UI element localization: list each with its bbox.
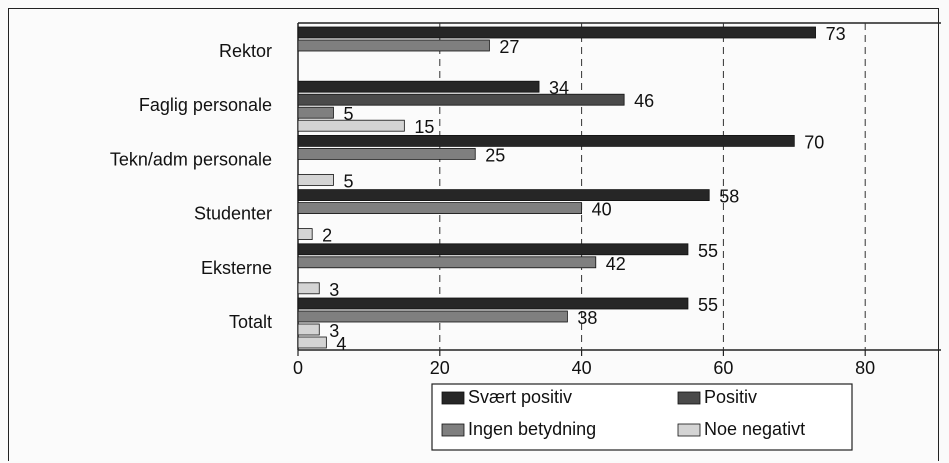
category-label: Totalt: [229, 312, 272, 332]
legend-swatch: [441, 391, 465, 405]
data-label: 15: [414, 117, 434, 137]
data-label: 46: [634, 91, 654, 111]
bar: [297, 39, 490, 52]
bar: [297, 336, 327, 349]
data-label: 58: [719, 187, 739, 207]
category-label: Studenter: [194, 204, 272, 224]
x-tick-label: 60: [713, 358, 733, 378]
bar: [297, 310, 568, 323]
category-label: Eksterne: [201, 258, 272, 278]
bar: [297, 202, 583, 215]
data-label: 3: [329, 321, 339, 341]
data-label: 55: [698, 241, 718, 261]
bar: [297, 93, 625, 106]
data-label: 73: [826, 24, 846, 44]
bar: [297, 147, 476, 160]
data-label: 27: [499, 37, 519, 57]
data-label: 55: [698, 295, 718, 315]
bar: [297, 228, 313, 241]
bar: [297, 119, 405, 132]
x-tick-label: 20: [430, 358, 450, 378]
data-label: 2: [322, 226, 332, 246]
data-label: 34: [549, 78, 569, 98]
bar: [297, 282, 320, 295]
data-label: 25: [485, 145, 505, 165]
bar: [297, 189, 710, 202]
bar: [297, 106, 334, 119]
category-label: Tekn/adm personale: [110, 149, 272, 169]
bar: [297, 323, 320, 336]
data-label: 5: [343, 171, 353, 191]
legend-label: Svært positiv: [468, 387, 572, 407]
data-label: 40: [592, 200, 612, 220]
data-label: 3: [329, 280, 339, 300]
bar: [297, 134, 795, 147]
data-label: 5: [343, 104, 353, 124]
category-label: Faglig personale: [139, 95, 272, 115]
legend-label: Positiv: [704, 387, 757, 407]
bar: [297, 173, 334, 186]
x-tick-label: 0: [293, 358, 303, 378]
bar: [297, 80, 540, 93]
data-label: 42: [606, 254, 626, 274]
legend-label: Noe negativt: [704, 419, 805, 439]
bar: [297, 26, 816, 39]
x-tick-label: 80: [855, 358, 875, 378]
legend-box: [431, 383, 853, 451]
legend-swatch: [677, 423, 701, 437]
category-label: Rektor: [219, 41, 272, 61]
bar: [297, 256, 597, 269]
data-label: 70: [804, 132, 824, 152]
legend-swatch: [441, 423, 465, 437]
bar: [297, 243, 689, 256]
x-tick-label: 40: [572, 358, 592, 378]
legend-label: Ingen betydning: [468, 419, 596, 439]
data-label: 38: [577, 308, 597, 328]
data-label: 4: [336, 334, 346, 354]
legend-swatch: [677, 391, 701, 405]
bar: [297, 297, 689, 310]
